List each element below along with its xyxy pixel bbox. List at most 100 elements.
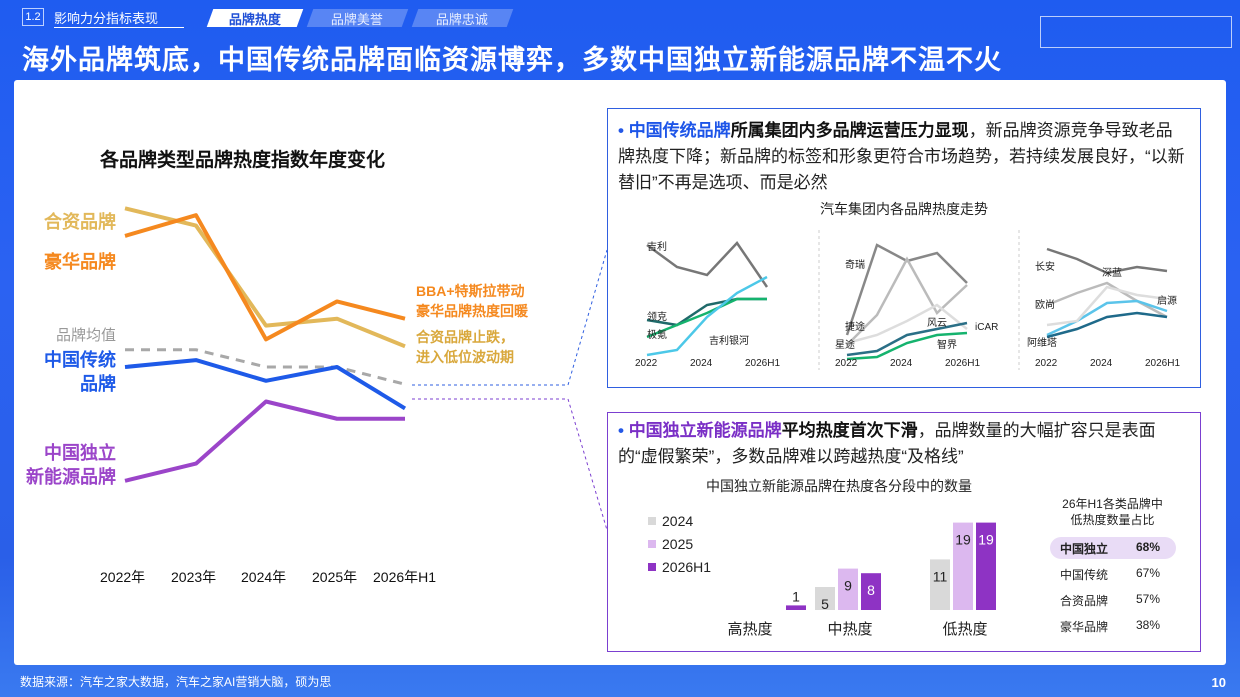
trend-label: 阿维塔 bbox=[1027, 336, 1057, 349]
highlight-text: 中国传统品牌 bbox=[628, 121, 731, 140]
label-avg: 品牌均值 bbox=[55, 327, 116, 344]
bar-2026H1 bbox=[786, 605, 806, 610]
label-luxury: 豪华品牌 bbox=[44, 252, 116, 272]
bar-2025 bbox=[838, 568, 858, 610]
segment-chart-title: 中国独立新能源品牌在热度各分段中的数量 bbox=[706, 478, 972, 494]
decorative-frame bbox=[1040, 16, 1232, 48]
section-number: 1.2 bbox=[22, 8, 44, 26]
trend-label: 吉利银河 bbox=[709, 334, 749, 347]
x-tick-2023: 2023年 bbox=[171, 569, 217, 585]
x-tick-2026h1: 2026年H1 bbox=[373, 569, 437, 585]
series-line-jv bbox=[124, 206, 406, 349]
share-title: 26年H1各类品牌中 低热度数量占比 bbox=[1062, 497, 1163, 527]
trend-x-tick: 2026H1 bbox=[745, 358, 780, 369]
trend-line bbox=[1046, 311, 1168, 339]
page-number: 10 bbox=[1211, 675, 1226, 690]
trend-x-tick: 2026H1 bbox=[945, 358, 980, 369]
label-cn-traditional: 中国传统 品牌 bbox=[44, 350, 116, 394]
trend-label: 星途 bbox=[835, 338, 855, 351]
x-tick-2022: 2022年 bbox=[100, 569, 146, 585]
segment-bar-chart: 1 高热度 59 8 中热度 11 19 19 低热度 bbox=[727, 522, 996, 638]
trend-line bbox=[846, 303, 968, 345]
trend-line bbox=[646, 241, 769, 288]
share-row: 合资品牌 57% bbox=[1060, 592, 1160, 608]
page-headline: 海外品牌筑底，中国传统品牌面临资源博弈，多数中国独立新能源品牌不温不火 bbox=[22, 45, 1002, 75]
share-table: 中国独立 68% 中国传统 67% 合资品牌 57% 豪华品牌 38% bbox=[1060, 540, 1160, 635]
independent-brand-paragraph: • 中国独立新能源品牌平均热度首次下滑，品牌数量的大幅扩容只是表面的“虚假繁荣”… bbox=[618, 418, 1188, 470]
legend-2024: 2024 bbox=[648, 513, 711, 529]
bar-2026H1 bbox=[976, 522, 996, 610]
bar-value: 19 bbox=[978, 532, 994, 548]
series-line-luxury bbox=[124, 213, 406, 342]
bar-category-label: 高热度 bbox=[727, 621, 772, 638]
bar-2026H1 bbox=[861, 573, 881, 610]
bar-2025 bbox=[953, 522, 973, 610]
bar-value: 8 bbox=[867, 582, 875, 598]
trend-label: 奇瑞 bbox=[845, 258, 865, 271]
trend-label: 领克 bbox=[647, 310, 667, 323]
group-trend-charts: 2022 2024 2026H1 2022 2024 2026H1 2022 2024 2026… bbox=[635, 230, 1180, 370]
bar-value: 1 bbox=[792, 588, 800, 604]
trend-label: 启源 bbox=[1157, 294, 1177, 307]
share-row: 中国传统 67% bbox=[1060, 566, 1160, 582]
bold-text: 平均热度首次下滑 bbox=[781, 421, 918, 440]
data-source: 数据来源：汽车之家大数据，汽车之家AI营销大脑，硕为思 bbox=[20, 675, 332, 689]
trend-label: 欧尚 bbox=[1035, 298, 1055, 311]
group-chart-title: 汽车集团内各品牌热度走势 bbox=[820, 201, 988, 217]
bar-value: 19 bbox=[955, 532, 971, 548]
trend-line bbox=[646, 297, 767, 339]
trend-label: 长安 bbox=[1035, 260, 1055, 273]
bar-category-label: 中热度 bbox=[827, 621, 872, 638]
bar-category-label: 低热度 bbox=[942, 621, 987, 638]
traditional-brand-paragraph: • 中国传统品牌所属集团内多品牌运营压力显现，新品牌资源竞争导致老品牌热度下降；… bbox=[618, 118, 1188, 196]
x-tick-2024: 2024年 bbox=[241, 569, 287, 585]
body-text: ，新品牌资源竞争导致老品牌热度下降；新品牌的标签和形象更符合市场趋势，若持续发展… bbox=[618, 121, 1185, 192]
bar-value: 9 bbox=[844, 578, 852, 594]
trend-label: iCAR bbox=[975, 322, 998, 333]
legend-2025: 2025 bbox=[648, 536, 711, 552]
series-line-cn-independent bbox=[124, 399, 405, 483]
top-nav: 1.2 影响力分指标表现 品牌热度 品牌美誉 品牌忠诚 bbox=[0, 0, 1240, 32]
bar-2024 bbox=[815, 587, 835, 610]
brand-heat-line-chart bbox=[124, 206, 407, 483]
label-cn-independent: 中国独立 新能源品牌 bbox=[26, 443, 116, 487]
trend-line bbox=[846, 321, 968, 357]
section-title: 影响力分指标表现 bbox=[54, 11, 159, 26]
trend-x-tick: 2024 bbox=[1090, 358, 1113, 369]
bold-text: 所属集团内多品牌运营压力显现 bbox=[730, 121, 969, 140]
series-line-cn-traditional bbox=[124, 358, 407, 411]
share-highlight-pill bbox=[1050, 537, 1176, 559]
trend-line bbox=[1046, 285, 1168, 327]
trend-label: 极氪 bbox=[647, 328, 667, 341]
trend-line bbox=[1046, 247, 1168, 275]
trend-line bbox=[846, 331, 968, 361]
independent-brand-box bbox=[607, 412, 1201, 652]
bar-value: 5 bbox=[821, 596, 829, 612]
trend-label: 风云 bbox=[927, 317, 947, 329]
trend-label: 深蓝 bbox=[1102, 267, 1122, 279]
trend-x-tick: 2022 bbox=[835, 358, 858, 369]
trend-line bbox=[646, 275, 768, 357]
connector-lines bbox=[412, 249, 608, 531]
bullet: • bbox=[618, 421, 624, 440]
traditional-brand-box bbox=[607, 108, 1201, 388]
bar-legend: 2024 2025 2026H1 bbox=[648, 513, 711, 575]
body-text: ，品牌数量的大幅扩容只是表面的“虚假繁荣”，多数品牌难以跨越热度“及格线” bbox=[618, 421, 1156, 466]
trend-label: 智界 bbox=[937, 338, 957, 351]
share-row: 中国独立 68% bbox=[1060, 540, 1160, 556]
highlight-text: 中国独立新能源品牌 bbox=[628, 421, 782, 440]
note-luxury: BBA+特斯拉带动 豪华品牌热度回暖 bbox=[416, 283, 528, 319]
left-chart-title: 各品牌类型品牌热度指数年度变化 bbox=[100, 150, 386, 171]
bullet: • bbox=[618, 121, 624, 140]
trend-x-tick: 2024 bbox=[890, 358, 913, 369]
trend-label: 吉利 bbox=[647, 241, 667, 253]
legend-2026h1: 2026H1 bbox=[648, 559, 711, 575]
bar-value: 11 bbox=[933, 568, 948, 584]
trend-x-tick: 2026H1 bbox=[1145, 358, 1180, 369]
trend-label: 捷途 bbox=[845, 320, 865, 333]
section-underline bbox=[54, 27, 184, 28]
trend-line bbox=[1046, 299, 1168, 337]
note-jv: 合资品牌止跌， 进入低位波动期 bbox=[416, 329, 514, 365]
trend-x-tick: 2022 bbox=[1035, 358, 1058, 369]
label-jv: 合资品牌 bbox=[44, 212, 116, 232]
